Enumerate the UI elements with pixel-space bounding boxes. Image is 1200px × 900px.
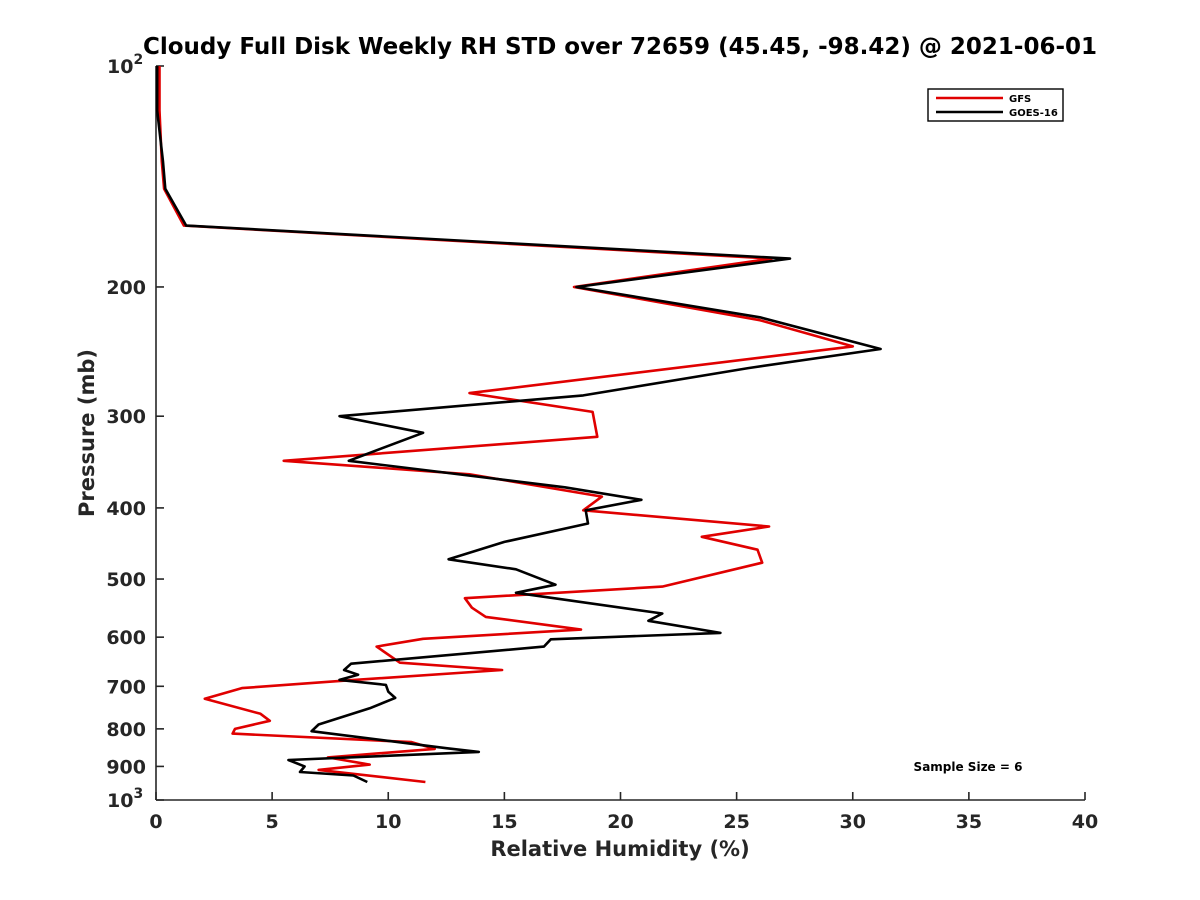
y-tick-label: 102 bbox=[107, 52, 143, 78]
legend-label: GOES-16 bbox=[1009, 108, 1058, 119]
x-tick-label: 40 bbox=[1072, 811, 1098, 833]
series-group bbox=[155, 66, 882, 784]
x-tick-label: 5 bbox=[266, 811, 279, 833]
y-tick-label: 700 bbox=[106, 676, 146, 698]
x-tick-label: 10 bbox=[375, 811, 401, 833]
y-axis-label: Pressure (mb) bbox=[75, 349, 99, 517]
y-tick-label: 400 bbox=[106, 498, 146, 520]
x-tick-label: 25 bbox=[723, 811, 749, 833]
y-tick-label: 600 bbox=[106, 627, 146, 649]
legend-label: GFS bbox=[1009, 94, 1031, 105]
axes: 0 5 10 15 20 25 30 35 40 102 200 300 400 500 600 700 800… bbox=[106, 52, 1098, 833]
series-line-gfs bbox=[158, 66, 855, 784]
x-tick-label: 20 bbox=[607, 811, 633, 833]
legend-box bbox=[927, 88, 1064, 122]
x-tick-label: 0 bbox=[149, 811, 162, 833]
x-tick-label: 30 bbox=[840, 811, 866, 833]
chart-title: Cloudy Full Disk Weekly RH STD over 7265… bbox=[143, 34, 1097, 60]
y-tick-label: 103 bbox=[107, 786, 143, 812]
y-tick-label: 300 bbox=[106, 406, 146, 428]
legend: GFS GOES-16 bbox=[927, 88, 1064, 122]
y-tick-label: 500 bbox=[106, 569, 146, 591]
x-axis-label: Relative Humidity (%) bbox=[490, 837, 749, 861]
sample-size-annotation: Sample Size = 6 bbox=[914, 760, 1023, 774]
y-tick-label: 200 bbox=[106, 277, 146, 299]
x-tick-label: 35 bbox=[956, 811, 982, 833]
y-tick-label: 800 bbox=[106, 719, 146, 741]
series-line-goes-16 bbox=[155, 66, 882, 784]
y-tick-label: 900 bbox=[106, 756, 146, 778]
x-tick-label: 15 bbox=[491, 811, 517, 833]
